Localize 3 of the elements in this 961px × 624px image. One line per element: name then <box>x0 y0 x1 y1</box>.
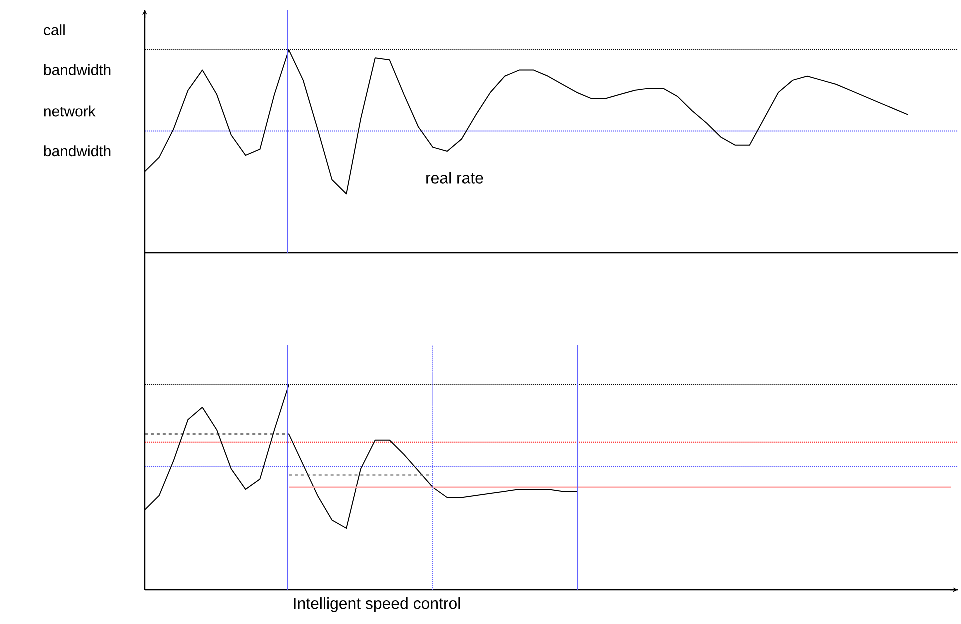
annotation: real rate <box>426 172 484 184</box>
x-axis-title: Intelligent speed control <box>294 598 460 612</box>
text: network bandwidth <box>44 106 111 157</box>
